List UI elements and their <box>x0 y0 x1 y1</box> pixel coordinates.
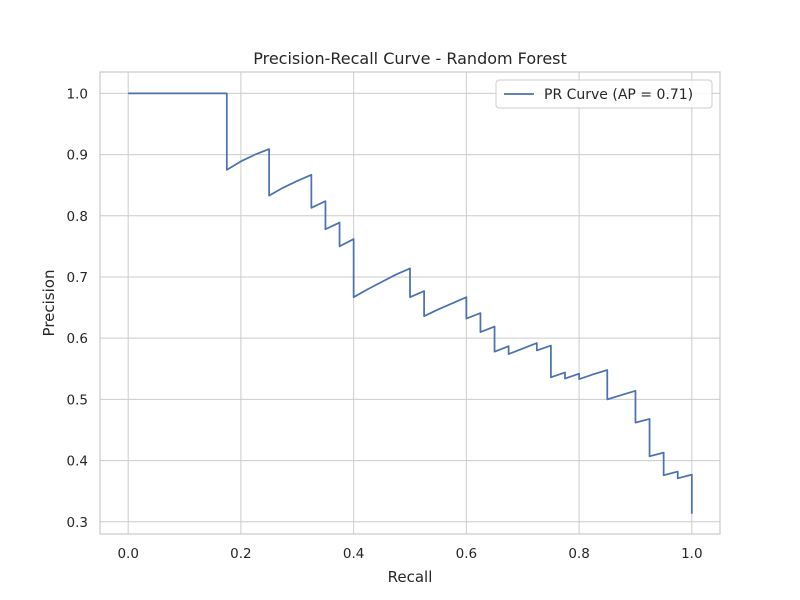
y-tick-label: 0.3 <box>67 515 88 531</box>
grid-lines <box>100 72 720 534</box>
series-lines <box>128 92 693 514</box>
chart-title: Precision-Recall Curve - Random Forest <box>253 49 567 68</box>
axis-ticks: 0.0 0.2 0.4 0.6 0.8 1.0 0.3 0.4 0.5 0.6 0.7 0.8 0.9 1… <box>67 86 703 562</box>
y-tick-label: 1.0 <box>67 86 88 102</box>
pr-curve-line <box>128 92 693 514</box>
x-tick-label: 0.8 <box>568 546 589 562</box>
x-tick-label: 1.0 <box>681 546 702 562</box>
y-tick-label: 0.6 <box>67 331 88 347</box>
y-tick-label: 0.5 <box>67 392 88 408</box>
y-tick-label: 0.9 <box>67 148 88 164</box>
y-tick-label: 0.4 <box>67 454 88 470</box>
legend: PR Curve (AP = 0.71) <box>495 79 713 109</box>
legend-box <box>495 79 713 109</box>
x-tick-label: 0.2 <box>230 546 251 562</box>
legend-label: PR Curve (AP = 0.71) <box>544 87 693 103</box>
y-tick-label: 0.7 <box>67 270 88 286</box>
plot-frame <box>99 71 721 535</box>
y-axis-label: Precision <box>40 270 58 337</box>
x-axis-label: Recall <box>388 568 433 586</box>
y-tick-label: 0.8 <box>67 209 88 225</box>
x-tick-label: 0.6 <box>456 546 477 562</box>
x-tick-label: 0.4 <box>343 546 364 562</box>
x-tick-label: 0.0 <box>117 546 138 562</box>
